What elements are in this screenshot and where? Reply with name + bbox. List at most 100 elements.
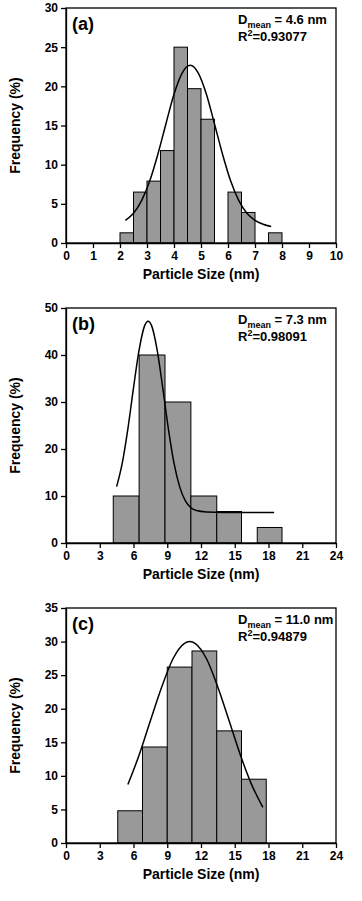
plot-area xyxy=(118,642,267,843)
y-tick-mark xyxy=(61,449,66,450)
y-tick-mark xyxy=(61,8,66,9)
annotation-text: = 4.6 nm xyxy=(271,12,327,27)
histogram-bar xyxy=(139,355,165,543)
y-tick: 5 xyxy=(51,197,66,211)
x-tick: 0 xyxy=(63,843,70,863)
y-tick: 35 xyxy=(45,601,66,615)
x-tick-mark xyxy=(133,543,134,548)
y-tick-label: 5 xyxy=(51,803,58,817)
x-tick: 4 xyxy=(171,243,178,263)
y-axis: 051015202530 xyxy=(45,1,67,250)
annotation-text: =0.93077 xyxy=(252,29,307,44)
y-tick: 10 xyxy=(45,158,66,172)
x-tick-mark xyxy=(100,543,101,548)
x-tick-label: 9 xyxy=(164,549,171,563)
y-tick-mark xyxy=(61,243,66,244)
histogram-bar xyxy=(242,212,256,243)
y-tick: 40 xyxy=(45,348,66,362)
y-axis: 01020304050 xyxy=(45,301,67,550)
x-tick-mark xyxy=(235,843,236,848)
y-tick-mark xyxy=(61,608,66,609)
y-tick-mark xyxy=(61,709,66,710)
histogram-bar xyxy=(161,151,175,243)
y-tick-mark xyxy=(61,355,66,356)
x-tick: 8 xyxy=(279,243,286,263)
panel: 012345678910051015202530(a)Particle Size… xyxy=(7,1,343,282)
x-tick-label: 21 xyxy=(296,549,310,563)
y-tick: 0 xyxy=(51,836,66,850)
fit-curve xyxy=(128,642,263,808)
x-tick-mark xyxy=(167,843,168,848)
x-tick: 12 xyxy=(195,843,209,863)
y-tick-mark xyxy=(61,308,66,309)
y-tick-label: 5 xyxy=(51,197,58,211)
x-tick-mark xyxy=(66,843,67,848)
annotation-text: =0.94879 xyxy=(252,629,307,644)
histogram-bar xyxy=(188,89,202,243)
x-tick-label: 18 xyxy=(262,849,276,863)
x-tick-label: 3 xyxy=(97,549,104,563)
x-tick: 9 xyxy=(306,243,313,263)
x-tick: 1 xyxy=(90,243,97,263)
plot-area xyxy=(113,321,282,543)
y-tick-mark xyxy=(61,675,66,676)
x-tick: 18 xyxy=(262,543,276,563)
histogram-bar xyxy=(257,527,282,543)
x-tick-mark xyxy=(268,843,269,848)
y-tick-mark xyxy=(61,809,66,810)
x-tick-mark xyxy=(201,243,202,248)
annotation: R2=0.93077 xyxy=(238,28,307,44)
y-tick-label: 20 xyxy=(45,702,59,716)
y-tick: 20 xyxy=(45,702,66,716)
histogram-bar xyxy=(228,192,242,243)
x-tick-mark xyxy=(120,243,121,248)
y-axis-title: Frequency (%) xyxy=(7,677,23,773)
x-tick: 6 xyxy=(131,843,138,863)
y-tick-label: 10 xyxy=(45,769,59,783)
annotation-text: D xyxy=(238,312,247,327)
x-tick-mark xyxy=(201,843,202,848)
y-tick-mark xyxy=(61,402,66,403)
x-tick-mark xyxy=(66,243,67,248)
x-tick-mark xyxy=(174,243,175,248)
x-tick: 7 xyxy=(252,243,259,263)
panel: 0369121518212405101520253035(c)Particle … xyxy=(7,601,343,882)
x-axis: 03691215182124 xyxy=(63,843,343,863)
histogram-bar xyxy=(118,811,143,843)
y-tick-label: 0 xyxy=(51,536,58,550)
y-tick-label: 30 xyxy=(45,1,59,15)
panel-title: (c) xyxy=(72,614,94,634)
y-tick-label: 10 xyxy=(45,158,59,172)
y-tick: 10 xyxy=(45,489,66,503)
x-tick: 3 xyxy=(97,843,104,863)
x-tick: 24 xyxy=(330,543,344,563)
x-tick-label: 10 xyxy=(330,249,344,263)
x-tick: 24 xyxy=(330,843,344,863)
x-tick: 6 xyxy=(225,243,232,263)
histogram-bar xyxy=(120,233,134,243)
x-tick-mark xyxy=(66,543,67,548)
y-tick: 0 xyxy=(51,536,66,550)
y-axis-title: Frequency (%) xyxy=(7,77,23,173)
y-tick-label: 15 xyxy=(45,736,59,750)
x-tick-label: 12 xyxy=(195,549,209,563)
panel: 0369121518212401020304050(b)Particle Siz… xyxy=(7,301,343,582)
y-tick: 25 xyxy=(45,668,66,682)
x-tick-label: 0 xyxy=(63,549,70,563)
x-tick-label: 24 xyxy=(330,849,344,863)
x-tick: 15 xyxy=(229,843,243,863)
x-tick-mark xyxy=(255,243,256,248)
x-tick: 21 xyxy=(296,843,310,863)
histogram-bar xyxy=(134,192,148,243)
fit-curve xyxy=(125,65,271,226)
x-tick-mark xyxy=(201,543,202,548)
x-axis-title: Particle Size (nm) xyxy=(143,566,260,582)
x-tick-label: 21 xyxy=(296,849,310,863)
x-tick-mark xyxy=(336,843,337,848)
histogram-bar xyxy=(201,119,215,243)
histogram-bar xyxy=(269,233,283,243)
y-tick-mark xyxy=(61,496,66,497)
x-tick-label: 6 xyxy=(225,249,232,263)
x-tick-label: 1 xyxy=(90,249,97,263)
y-tick-mark xyxy=(61,86,66,87)
